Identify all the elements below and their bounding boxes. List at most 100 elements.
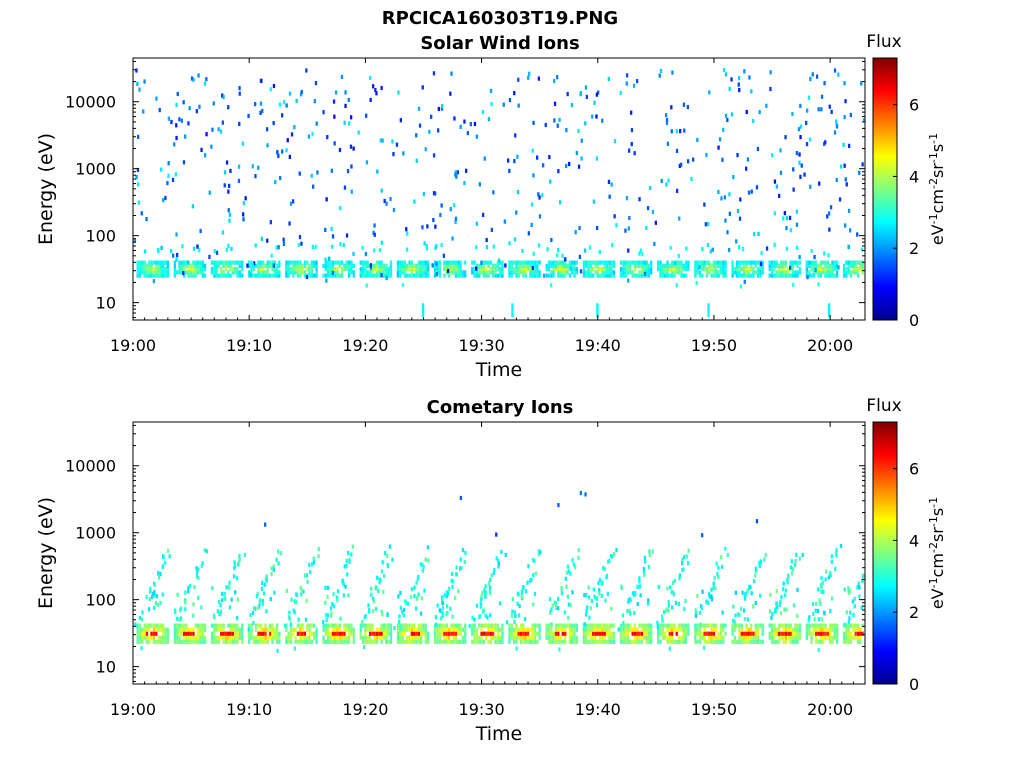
flux-cell xyxy=(567,615,570,620)
flux-cell xyxy=(282,100,286,105)
flux-cell xyxy=(213,270,216,275)
flux-cell xyxy=(605,267,609,272)
flux-cell xyxy=(251,611,255,616)
flux-cell xyxy=(299,627,302,632)
flux-cell xyxy=(508,639,511,644)
flux-cell xyxy=(659,273,662,278)
flux-cell xyxy=(373,263,376,268)
flux-cell xyxy=(612,631,616,636)
flux-cell xyxy=(787,273,790,278)
flux-cell xyxy=(257,165,260,170)
flux-cell xyxy=(795,222,799,227)
flux-cell xyxy=(687,548,690,553)
flux-cell xyxy=(215,250,219,255)
flux-cell xyxy=(435,261,438,266)
flux-cell xyxy=(159,273,162,278)
flux-cell xyxy=(176,270,179,275)
flux-cell xyxy=(603,263,606,268)
flux-cell xyxy=(566,594,569,599)
flux-cell xyxy=(822,260,825,265)
flux-cell xyxy=(626,270,630,275)
flux-cell xyxy=(315,639,318,644)
flux-cell xyxy=(808,623,811,628)
flux-cell xyxy=(192,273,195,278)
flux-cell xyxy=(446,604,449,609)
flux-cell xyxy=(668,635,671,640)
flux-cell xyxy=(273,635,276,640)
flux-cell xyxy=(836,270,839,275)
flux-cell xyxy=(784,635,788,640)
flux-cell xyxy=(849,228,852,233)
flux-cell xyxy=(647,267,650,272)
flux-cell xyxy=(775,263,778,268)
flux-cell xyxy=(385,627,388,632)
flux-cell xyxy=(745,109,748,115)
flux-cell xyxy=(511,596,514,601)
flux-cell xyxy=(380,627,383,632)
flux-cell xyxy=(817,648,820,653)
flux-cell xyxy=(457,267,460,272)
flux-cell xyxy=(234,590,237,595)
flux-cell xyxy=(847,627,850,632)
flux-cell xyxy=(665,118,669,123)
flux-cell xyxy=(550,283,553,288)
flux-cell xyxy=(747,267,750,272)
flux-cell xyxy=(754,260,757,265)
flux-cell xyxy=(815,74,819,79)
flux-cell xyxy=(167,116,170,121)
flux-cell xyxy=(471,270,474,275)
flux-cell xyxy=(417,639,420,644)
flux-cell xyxy=(443,267,446,272)
flux-cell xyxy=(610,182,613,187)
flux-cell xyxy=(265,609,268,614)
flux-cell xyxy=(237,178,241,183)
flux-cell xyxy=(701,260,704,265)
flux-cell xyxy=(452,263,455,268)
flux-cell xyxy=(482,623,485,628)
flux-cell xyxy=(385,273,388,278)
flux-cell xyxy=(350,623,353,628)
flux-cell xyxy=(759,593,762,598)
flux-cell xyxy=(452,631,455,636)
flux-cell xyxy=(410,270,413,275)
flux-cell xyxy=(777,267,781,272)
flux-cell xyxy=(309,570,312,575)
flux-cell xyxy=(624,263,627,268)
flux-cell xyxy=(223,594,226,599)
cometary-x-label: Time xyxy=(475,723,523,745)
flux-cell xyxy=(629,260,632,265)
flux-cell xyxy=(657,627,660,632)
flux-cell xyxy=(578,254,581,259)
flux-cell xyxy=(596,303,599,308)
flux-cell xyxy=(745,623,748,628)
flux-cell xyxy=(529,263,532,268)
flux-cell xyxy=(334,627,337,632)
flux-cell xyxy=(225,585,228,590)
flux-cell xyxy=(644,559,647,564)
flux-cell xyxy=(238,635,241,640)
flux-cell xyxy=(780,260,783,265)
flux-cell xyxy=(343,120,346,125)
flux-cell xyxy=(487,263,490,268)
flux-cell xyxy=(514,133,517,138)
flux-cell xyxy=(682,555,686,560)
flux-cell xyxy=(615,223,618,228)
flux-cell xyxy=(322,110,325,115)
flux-cell xyxy=(415,273,418,278)
flux-cell xyxy=(401,260,404,265)
flux-cell xyxy=(508,270,511,275)
flux-cell xyxy=(610,260,613,265)
flux-cell xyxy=(856,631,860,636)
flux-cell xyxy=(424,147,427,152)
flux-cell xyxy=(370,592,373,597)
flux-cell xyxy=(499,270,502,275)
flux-cell xyxy=(666,273,669,278)
flux-cell xyxy=(143,249,147,254)
flux-cell xyxy=(670,590,673,595)
flux-cell xyxy=(791,639,795,644)
flux-cell xyxy=(666,623,669,628)
flux-cell xyxy=(666,141,669,146)
flux-cell xyxy=(829,273,832,278)
flux-cell xyxy=(789,260,792,265)
flux-cell xyxy=(268,635,272,640)
